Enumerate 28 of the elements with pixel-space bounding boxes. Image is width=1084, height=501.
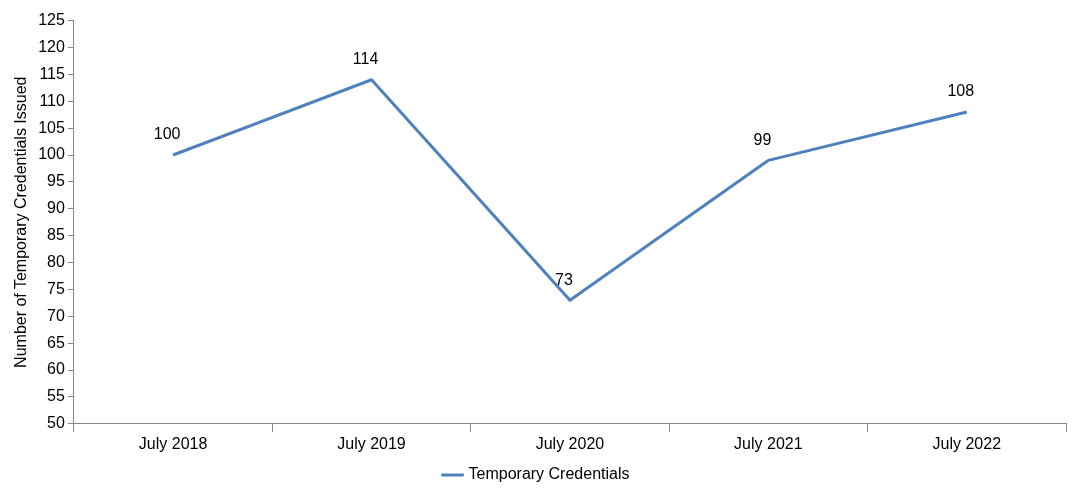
y-tick-label: 90	[47, 199, 65, 217]
y-tick-label: 120	[38, 37, 65, 55]
y-tick-label: 80	[47, 252, 65, 270]
x-tick-label: July 2019	[337, 434, 406, 452]
x-tick-label: July 2021	[734, 434, 803, 452]
y-tick-label: 65	[47, 333, 65, 351]
x-tick-label: July 2018	[138, 434, 208, 452]
data-label: 99	[753, 130, 772, 148]
data-label: 100	[153, 125, 181, 143]
y-tick-label: 60	[47, 360, 65, 378]
x-tick-label: July 2022	[932, 434, 1002, 452]
y-tick-label: 125	[38, 11, 65, 29]
data-label: 114	[352, 50, 379, 68]
x-tick-label: July 2020	[535, 434, 605, 452]
y-tick-label: 50	[47, 414, 65, 432]
y-tick-label: 100	[38, 145, 65, 163]
y-tick-label: 85	[47, 226, 65, 244]
legend-label: Temporary Credentials	[468, 465, 630, 483]
y-tick-label: 75	[47, 279, 65, 297]
y-tick-label: 115	[39, 64, 65, 82]
data-label: 108	[947, 82, 975, 100]
y-tick-label: 95	[47, 172, 65, 190]
data-label: 73	[555, 270, 573, 288]
y-tick-label: 110	[39, 91, 65, 109]
y-tick-label: 70	[47, 306, 65, 324]
y-tick-label: 105	[38, 118, 65, 136]
y-tick-label: 55	[47, 387, 65, 405]
y-axis-title: Number of Temporary Credentials Issued	[12, 76, 30, 368]
